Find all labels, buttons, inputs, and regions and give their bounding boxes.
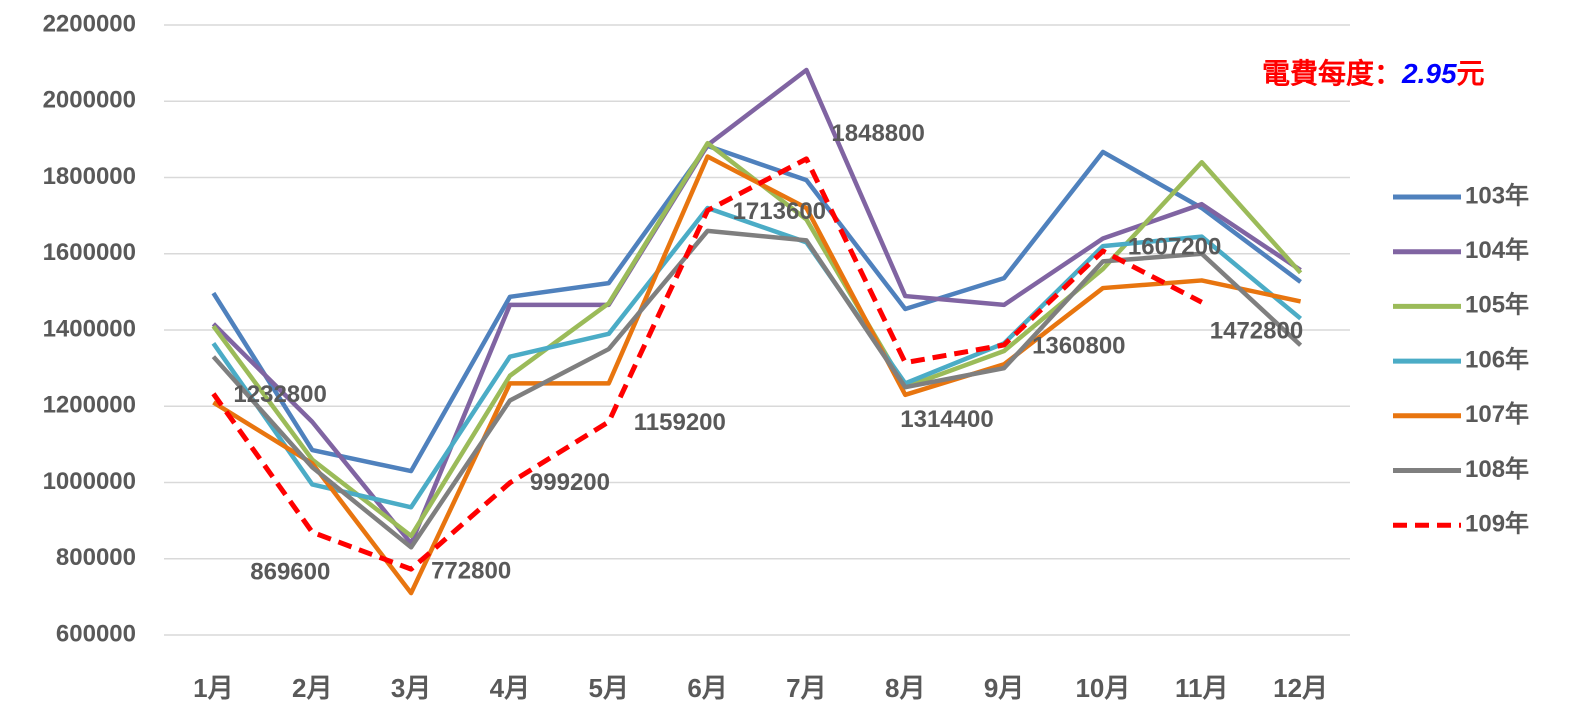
- y-tick-label: 1000000: [43, 468, 136, 495]
- data-label: 1159200: [634, 409, 726, 436]
- legend-label: 108年: [1465, 455, 1529, 483]
- x-tick-label: 9月: [984, 673, 1024, 703]
- legend-label: 105年: [1465, 291, 1529, 319]
- y-tick-label: 1800000: [43, 163, 136, 190]
- y-tick-label: 1200000: [43, 392, 136, 419]
- x-tick-label: 3月: [391, 673, 431, 703]
- x-tick-label: 11月: [1175, 673, 1229, 703]
- data-label: 1713600: [733, 198, 826, 225]
- legend-label: 107年: [1465, 400, 1529, 428]
- data-label: 1848800: [831, 120, 924, 147]
- series-line: [212, 154, 1302, 596]
- legend-label: 104年: [1465, 236, 1529, 264]
- data-label: 1607200: [1128, 233, 1221, 260]
- y-tick-label: 2200000: [43, 10, 136, 37]
- legend-label: 109年: [1465, 510, 1529, 538]
- annotation-prefix: 電費每度：: [1262, 57, 1402, 89]
- y-tick-label: 1400000: [43, 315, 136, 342]
- series-line: [211, 143, 1302, 474]
- annotation-rate: 2.95: [1401, 58, 1457, 89]
- y-tick-label: 1600000: [43, 239, 136, 266]
- data-label: 772800: [431, 557, 511, 584]
- legend-label: 106年: [1465, 345, 1529, 373]
- series-line: [211, 67, 1302, 546]
- data-label: 1314400: [900, 406, 993, 433]
- x-tick-label: 10月: [1075, 673, 1130, 703]
- y-tick-label: 800000: [56, 544, 136, 571]
- x-tick-label: 12月: [1273, 673, 1328, 703]
- x-tick-label: 1月: [193, 673, 233, 703]
- x-tick-label: 8月: [885, 673, 925, 703]
- x-tick-label: 5月: [589, 673, 629, 703]
- annotation: 電費每度：2.95元: [1262, 57, 1485, 89]
- x-tick-label: 2月: [292, 673, 332, 703]
- legend-label: 103年: [1465, 181, 1529, 209]
- annotation-suffix: 元: [1457, 58, 1485, 89]
- y-tick-label: 2000000: [43, 87, 136, 114]
- x-tick-label: 4月: [490, 673, 530, 703]
- data-label: 1232800: [233, 381, 326, 408]
- data-label: 999200: [530, 469, 610, 496]
- x-tick-label: 7月: [786, 673, 826, 703]
- data-label: 1360800: [1032, 332, 1125, 359]
- y-tick-label: 600000: [56, 620, 136, 647]
- data-label: 1472800: [1210, 318, 1303, 345]
- x-tick-label: 6月: [687, 673, 727, 703]
- series-line: [211, 205, 1303, 510]
- series-line: [211, 156, 1203, 572]
- data-label: 869600: [250, 559, 330, 586]
